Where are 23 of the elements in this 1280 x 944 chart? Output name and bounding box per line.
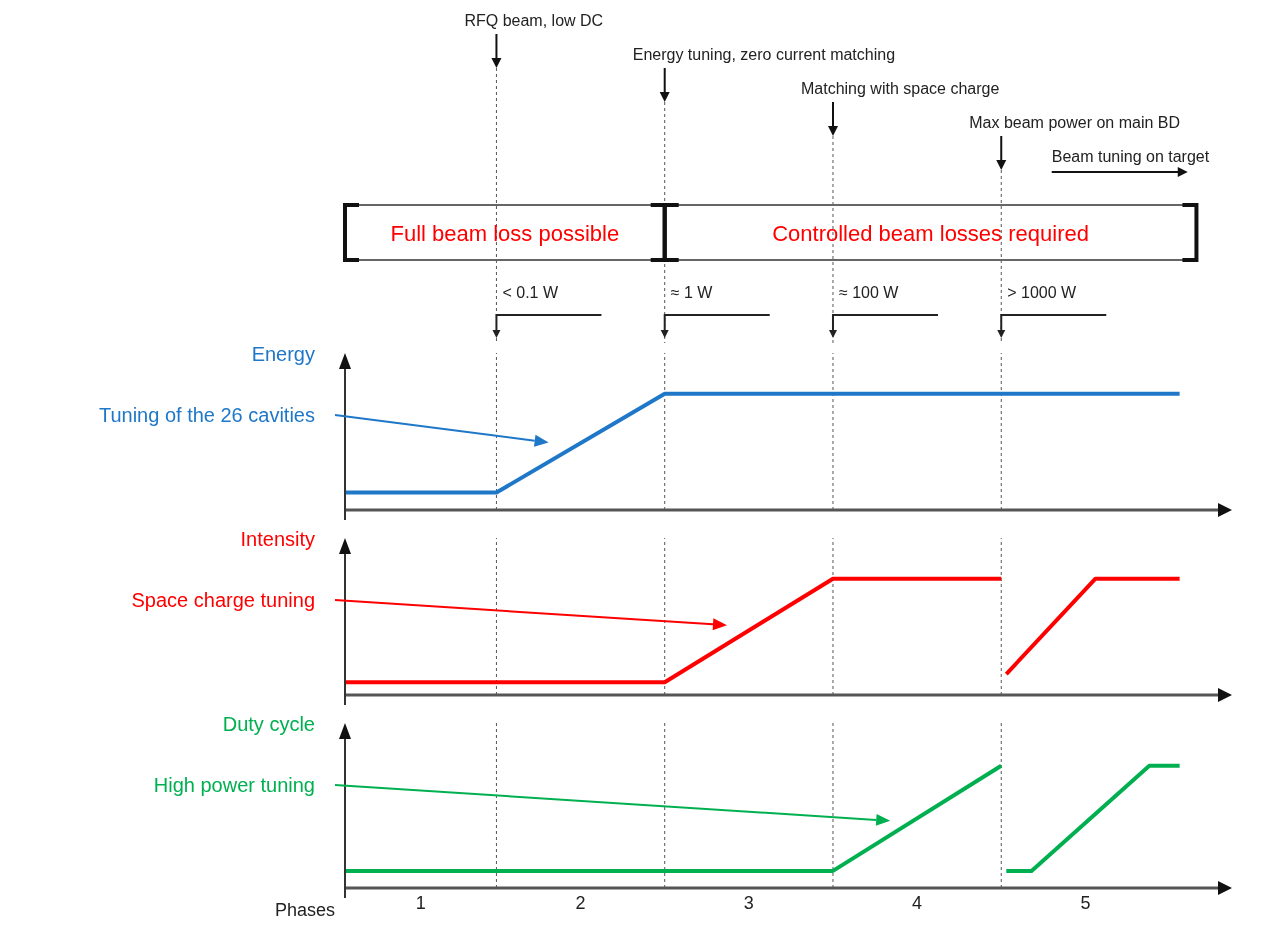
text: High power tuning (153, 774, 315, 796)
text: Max beam power on main BD (969, 114, 1181, 131)
text: RFQ beam, low DC (464, 12, 604, 29)
text: ≈ 100 W (838, 284, 900, 301)
text: Matching with space charge (800, 80, 1000, 97)
y-axis-title: Energy (251, 343, 315, 365)
x-tick-label: 3 (743, 892, 754, 913)
y-axis-title: Intensity (240, 528, 315, 550)
x-tick-label: 4 (912, 892, 923, 913)
text: Full beam loss possible (390, 220, 620, 246)
x-tick-label: 2 (575, 892, 586, 913)
text: ≈ 1 W (670, 284, 714, 301)
text: > 1000 W (1007, 284, 1078, 301)
y-axis-title: Duty cycle (222, 713, 315, 735)
x-tick-label: 1 (415, 892, 426, 913)
text: Beam tuning on target (1051, 148, 1210, 165)
text: Tuning of the 26 cavities (98, 404, 315, 426)
text: < 0.1 W (502, 284, 559, 301)
x-axis-title: Phases (274, 900, 335, 920)
text: Space charge tuning (131, 589, 315, 611)
x-tick-label: 5 (1080, 892, 1091, 913)
text: Controlled beam losses required (772, 220, 1089, 246)
text: Energy tuning, zero current matching (632, 46, 896, 63)
